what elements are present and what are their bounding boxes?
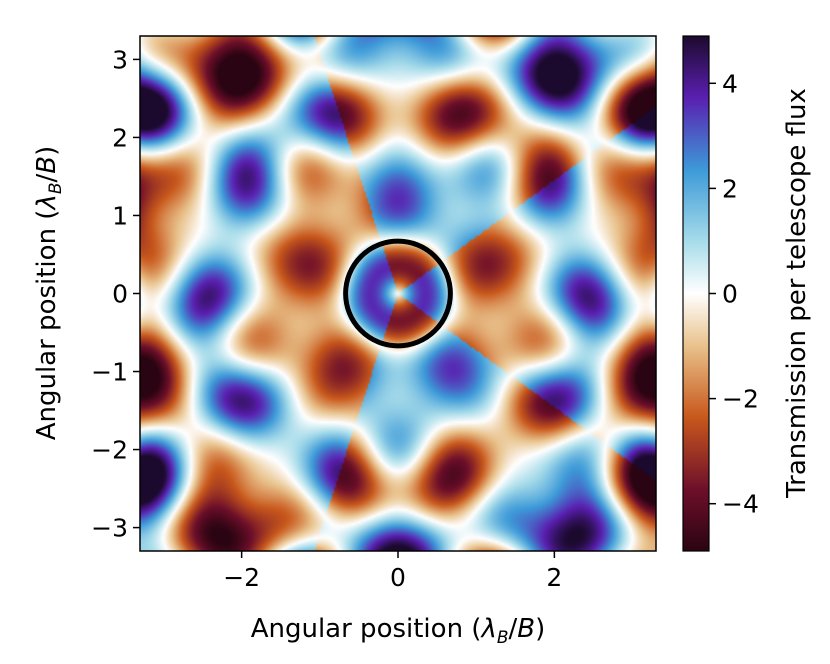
y-axis-label: Angular position (λB/B) xyxy=(32,146,66,441)
y-tick-label: 2 xyxy=(112,123,128,152)
colorbar-tick-label: 0 xyxy=(722,280,738,309)
inner-circle xyxy=(343,238,453,349)
x-tick-label: −2 xyxy=(223,563,260,592)
colorbar xyxy=(682,35,710,552)
colorbar-ticks: −4 −2 0 2 4 xyxy=(709,69,759,519)
colorbar-tick-label: 4 xyxy=(722,69,738,98)
x-axis-ticks: −2 0 2 xyxy=(223,551,562,592)
y-tick-label: 1 xyxy=(112,201,128,230)
y-tick-label: −3 xyxy=(91,514,128,543)
colorbar-tick-label: −4 xyxy=(722,490,759,519)
colorbar-tick-label: 2 xyxy=(722,174,738,203)
x-axis-label: Angular position (λB/B) xyxy=(251,614,546,648)
y-axis-ticks: −3 −2 −1 0 1 2 3 xyxy=(91,45,140,543)
y-tick-label: 0 xyxy=(112,280,128,309)
heatmap-image xyxy=(140,36,656,551)
y-tick-label: −2 xyxy=(91,436,128,465)
x-tick-label: 2 xyxy=(546,563,562,592)
y-tick-label: −1 xyxy=(91,358,128,387)
y-tick-label: 3 xyxy=(112,45,128,74)
x-tick-label: 0 xyxy=(390,563,406,592)
colorbar-tick-label: −2 xyxy=(722,385,759,414)
colorbar-label: Transmission per telescope flux xyxy=(782,88,812,499)
